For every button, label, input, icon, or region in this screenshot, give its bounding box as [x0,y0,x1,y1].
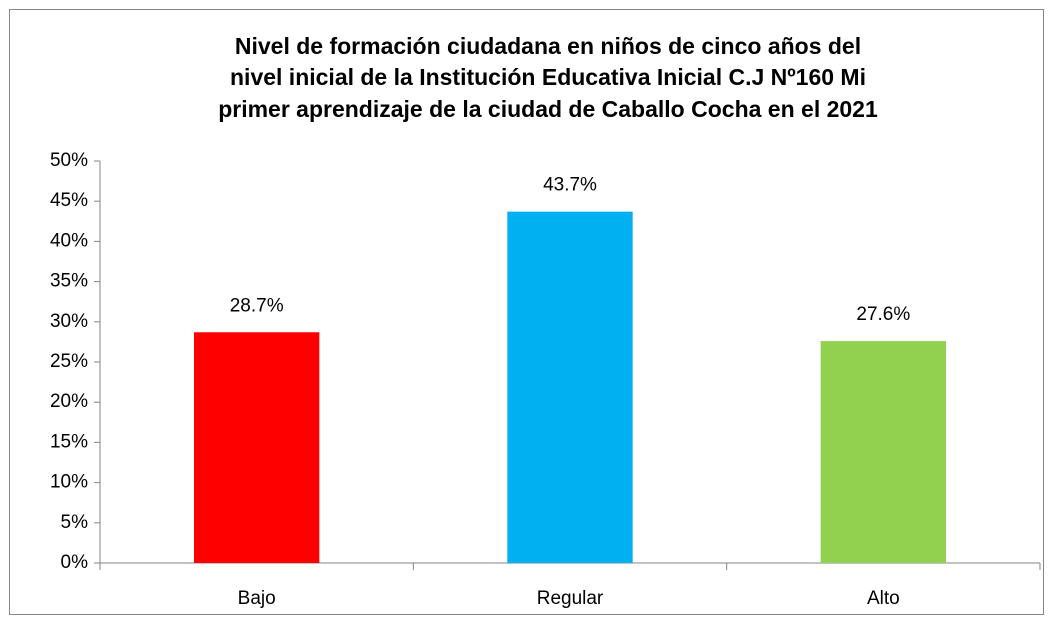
y-tick-label: 20% [50,391,88,412]
y-tick-label: 35% [50,271,88,292]
x-tick-label: Alto [867,588,900,609]
y-tick-label: 45% [50,190,88,211]
y-tick-label: 30% [50,311,88,332]
bar [820,341,946,563]
data-label: 28.7% [230,295,284,316]
y-tick-label: 25% [50,351,88,372]
data-label: 27.6% [856,304,910,325]
chart-title: Nivel de formación ciudadana en niños de… [235,33,861,59]
data-label: 43.7% [543,175,597,196]
x-tick-label: Bajo [238,588,276,609]
y-tick-label: 5% [61,512,89,533]
y-tick-label: 50% [50,150,88,171]
x-tick-label: Regular [537,588,604,609]
y-tick-label: 0% [61,552,89,573]
chart-title: nivel inicial de la Institución Educativ… [230,64,866,90]
y-tick-label: 40% [50,230,88,251]
y-tick-label: 10% [50,472,88,493]
chart-title: primer aprendizaje de la ciudad de Cabal… [218,96,878,122]
bar [194,332,320,563]
y-tick-label: 15% [50,431,88,452]
bar [507,211,633,564]
